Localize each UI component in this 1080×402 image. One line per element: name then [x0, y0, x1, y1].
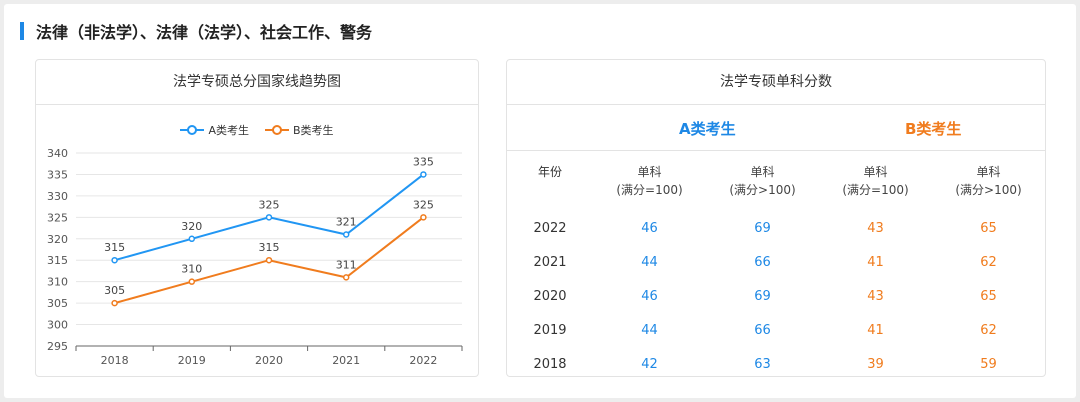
x-tick-label: 2018: [101, 354, 129, 367]
cell-year: 2019: [533, 323, 567, 338]
table-row: 2021 44 66 41 62: [507, 246, 1045, 280]
table-row: 2020 46 69 43 65: [507, 280, 1045, 314]
data-label: 325: [259, 198, 280, 211]
cell-year: 2022: [533, 221, 567, 236]
trend-chart-card: 法学专硕总分国家线趋势图 A类考生 B类考生 295 300 305 310 315 32…: [35, 59, 479, 377]
cell-a2: 66: [754, 323, 771, 338]
y-tick-label: 295: [47, 340, 68, 353]
data-label: 321: [336, 215, 357, 228]
data-label: 335: [413, 155, 434, 168]
table-header-row: 年份 单科 (满分=100) 单科 (满分>100) 单科 (满分=100) 单科 (满…: [507, 160, 1045, 212]
cell-b1: 41: [867, 255, 884, 270]
data-label: 315: [104, 241, 125, 254]
header-year: 年份: [537, 165, 562, 179]
y-tick-label: 335: [47, 168, 68, 181]
data-label: 325: [413, 198, 434, 211]
y-tick-label: 340: [47, 147, 68, 160]
y-tick-label: 325: [47, 211, 68, 224]
cell-a2: 66: [754, 255, 771, 270]
data-label: 320: [181, 220, 202, 233]
cell-b2: 59: [980, 357, 997, 372]
cell-a1: 42: [641, 357, 658, 372]
header-a-single-over100: 单科 (满分>100): [729, 165, 796, 197]
cell-b2: 65: [980, 221, 997, 236]
cell-a1: 46: [641, 221, 658, 236]
data-point: [420, 214, 427, 221]
section-heading: 法律（非法学）、法律（法学）、社会工作、警务: [20, 20, 372, 42]
data-label: 305: [104, 284, 125, 297]
x-tick-label: 2022: [409, 354, 437, 367]
cell-a2: 69: [754, 289, 771, 304]
table-card-title: 法学专硕单科分数: [507, 60, 1045, 105]
y-tick-label: 305: [47, 297, 68, 310]
cell-a1: 44: [641, 255, 658, 270]
cell-b1: 39: [867, 357, 884, 372]
table-row: 2022 46 69 43 65: [507, 212, 1045, 246]
x-tick-label: 2020: [255, 354, 283, 367]
cell-b2: 62: [980, 255, 997, 270]
section-heading-text: 法律（非法学）、法律（法学）、社会工作、警务: [36, 23, 373, 42]
cell-year: 2018: [533, 357, 567, 372]
cell-b1: 41: [867, 323, 884, 338]
cell-a1: 44: [641, 323, 658, 338]
data-label: 315: [259, 241, 280, 254]
data-point: [111, 256, 118, 264]
cell-year: 2021: [533, 255, 567, 270]
header-b-single-100: 单科 (满分=100): [842, 165, 909, 197]
y-tick-label: 310: [47, 276, 68, 289]
cell-a1: 46: [641, 289, 658, 304]
x-tick-label: 2019: [178, 354, 206, 367]
cell-b2: 62: [980, 323, 997, 338]
table-row: 2018 42 63 39 59: [507, 348, 1045, 382]
data-point: [188, 235, 196, 243]
data-point: [342, 231, 350, 238]
data-point: [188, 278, 196, 285]
chart-legend: A类考生 B类考生: [36, 122, 478, 138]
legend-item-a[interactable]: A类考生: [180, 122, 249, 138]
cell-b2: 65: [980, 289, 997, 304]
cell-year: 2020: [533, 289, 567, 304]
group-b-label: B类考生: [905, 120, 962, 138]
legend-label-a: A类考生: [208, 124, 249, 137]
y-tick-label: 315: [47, 254, 68, 267]
score-table: 年份 单科 (满分=100) 单科 (满分>100) 单科 (满分=100) 单科 (满…: [507, 160, 1045, 382]
cell-a2: 63: [754, 357, 771, 372]
y-tick-label: 330: [47, 190, 68, 203]
cell-b1: 43: [867, 221, 884, 236]
y-tick-label: 300: [47, 319, 68, 332]
table-row: 2019 44 66 41 62: [507, 314, 1045, 348]
data-label: 311: [336, 258, 357, 271]
cell-a2: 69: [754, 221, 771, 236]
header-a-single-100: 单科 (满分=100): [616, 165, 683, 197]
heading-accent-bar: [20, 22, 24, 40]
legend-marker-a-icon: [180, 125, 205, 135]
chart-card-title: 法学专硕总分国家线趋势图: [36, 60, 478, 105]
group-a-label: A类考生: [679, 120, 736, 138]
data-point: [265, 256, 273, 264]
y-tick-label: 320: [47, 233, 68, 246]
data-point: [111, 299, 118, 307]
group-header-row: A类考生 B类考生: [507, 105, 1045, 151]
line-chart: 295 300 305 310 315 320 325 330 335 340 2018 2019 20…: [47, 147, 463, 367]
legend-item-b[interactable]: B类考生: [264, 122, 334, 138]
data-point: [265, 214, 273, 221]
score-table-card: 法学专硕单科分数 A类考生 B类考生 年份 单科 (满分=100) 单科 (满分>1…: [506, 59, 1046, 377]
x-tick-label: 2021: [332, 354, 360, 367]
data-point: [420, 171, 427, 178]
cell-b1: 43: [867, 289, 884, 304]
data-point: [342, 274, 350, 281]
data-label: 310: [181, 263, 202, 276]
legend-marker-b-icon: [264, 125, 289, 135]
header-b-single-over100: 单科 (满分>100): [955, 165, 1022, 197]
legend-label-b: B类考生: [292, 124, 334, 137]
